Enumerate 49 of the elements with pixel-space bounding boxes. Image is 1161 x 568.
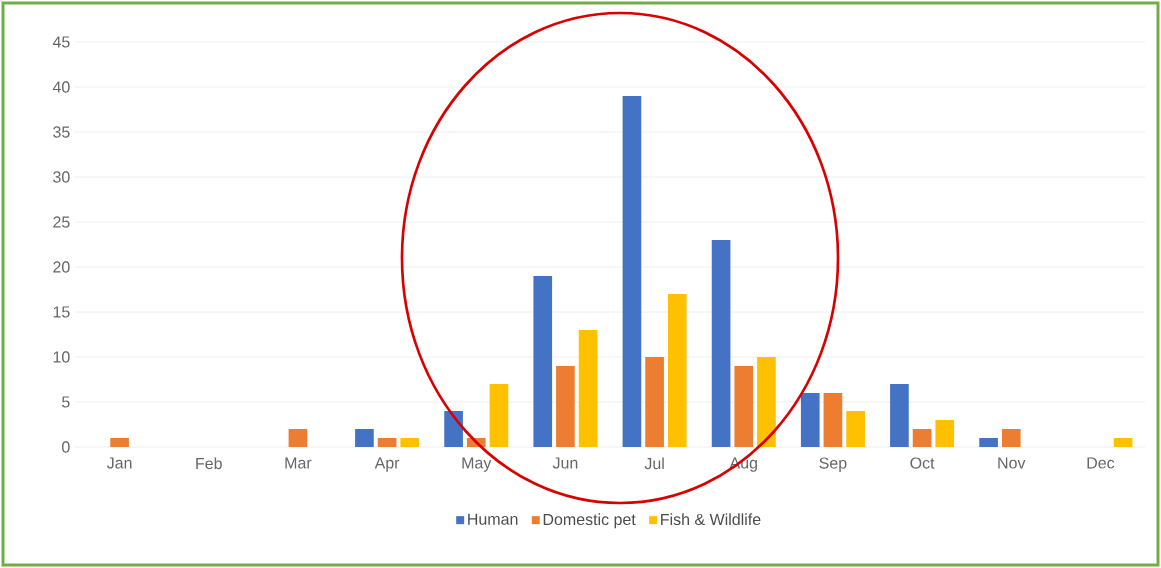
bar <box>979 438 998 447</box>
bar <box>645 357 664 447</box>
bar <box>757 357 776 447</box>
y-tick-label: 35 <box>53 126 70 138</box>
x-tick-label: Mar <box>285 457 312 469</box>
bar <box>444 411 463 447</box>
bar <box>800 393 820 447</box>
y-tick-label: 45 <box>52 36 70 48</box>
x-tick-label: Oct <box>910 457 935 469</box>
bar <box>578 330 598 447</box>
bar <box>556 366 575 447</box>
x-tick-label: Jan <box>106 457 132 469</box>
bar <box>1113 438 1133 447</box>
y-tick-label: 15 <box>53 306 70 318</box>
x-tick-label: Dec <box>1087 457 1115 469</box>
x-tick-label: Sep <box>819 457 847 472</box>
bar <box>667 294 687 447</box>
bar <box>935 420 955 447</box>
bar <box>533 276 553 447</box>
bar <box>846 411 865 447</box>
bar <box>1001 429 1021 447</box>
bar <box>377 438 397 447</box>
bar <box>288 429 308 447</box>
bar <box>912 429 932 447</box>
legend-label: Human <box>468 513 518 525</box>
y-tick-label: 20 <box>53 261 70 273</box>
legend-label: Domestic pet <box>543 513 636 529</box>
x-tick-label: Feb <box>196 457 222 470</box>
y-tick-label: 30 <box>53 171 70 183</box>
y-tick-label: 0 <box>62 441 70 453</box>
y-tick-label: 40 <box>52 81 70 93</box>
y-tick-label: 5 <box>62 396 70 408</box>
x-tick-label: Jun <box>552 457 578 469</box>
x-tick-label: Jul <box>644 457 664 470</box>
bar <box>823 393 843 447</box>
bar <box>890 384 909 447</box>
x-tick-label: Nov <box>998 457 1026 469</box>
legend-label: Fish & Wildlife <box>661 513 761 526</box>
bar <box>355 429 374 447</box>
y-tick-label: 10 <box>53 351 70 363</box>
bar <box>489 384 509 447</box>
bar <box>400 438 420 447</box>
bar <box>622 96 642 447</box>
x-tick-label: May <box>462 457 492 472</box>
x-tick-label: Apr <box>374 457 400 472</box>
bar <box>110 438 129 447</box>
y-tick-label: 25 <box>53 216 70 228</box>
bar <box>711 240 731 447</box>
bar <box>734 366 754 447</box>
